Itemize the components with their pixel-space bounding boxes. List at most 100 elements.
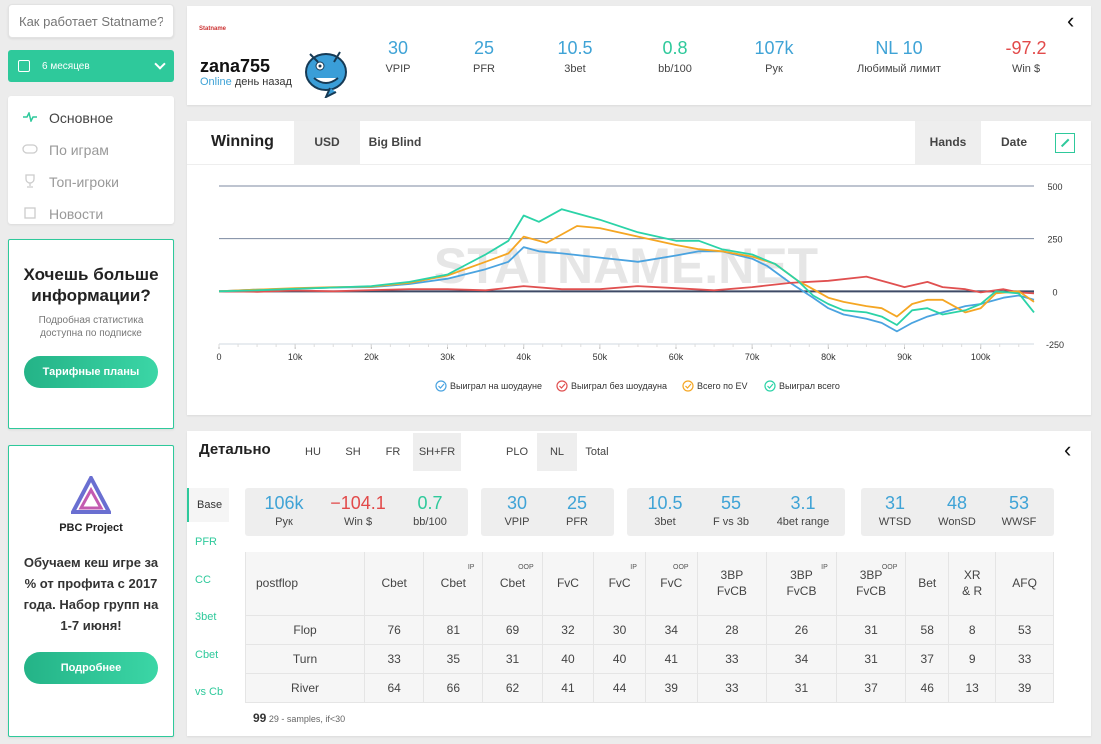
sidebar-item-label: Топ-игроки: [49, 174, 119, 190]
gamepad-icon: [22, 143, 38, 157]
x-tick-label: 70k: [745, 352, 760, 362]
side-tab-vs-cb[interactable]: vs Cb: [195, 686, 224, 698]
table-cell: 40: [593, 643, 646, 674]
stat-hands: 107k Рук: [749, 38, 799, 75]
tab-total[interactable]: Total: [585, 446, 609, 458]
table-cell: 69: [482, 614, 543, 645]
legend-check-icon: [682, 380, 694, 392]
sidebar-item-top-players[interactable]: Топ-игроки: [8, 166, 174, 198]
side-tab-cc[interactable]: CC: [195, 574, 211, 586]
column-header: AFQ: [995, 552, 1054, 616]
x-tick-label: 100k: [971, 352, 991, 362]
legend-check-mark: [438, 383, 445, 389]
tab-hands[interactable]: Hands: [915, 121, 981, 165]
stat-value: NL 10: [875, 38, 923, 58]
side-tab-base[interactable]: Base: [187, 488, 229, 522]
stat-label: Любимый лимит: [857, 63, 941, 75]
column-header: postflop: [244, 552, 366, 616]
collapse-chevron-icon[interactable]: ‹: [1067, 8, 1075, 33]
table-row: Turn 33 35 31 40 40 41 33 34 31 37 9 33: [244, 643, 1054, 674]
tab-hu[interactable]: HU: [305, 446, 321, 458]
search-input[interactable]: [9, 5, 173, 37]
stat-label: 4bet range: [776, 516, 830, 528]
stat-label: PFR: [566, 516, 588, 528]
x-tick-label: 0: [216, 352, 221, 362]
side-tab-3bet[interactable]: 3bet: [195, 611, 217, 623]
tab-sh[interactable]: SH: [345, 446, 361, 458]
table-cell: 35: [423, 643, 484, 674]
sidebar-item-main[interactable]: Основное: [8, 102, 174, 134]
tab-date[interactable]: Date: [1000, 135, 1027, 149]
stat-label: WonSD: [938, 516, 976, 528]
stat-value: -97.2: [1005, 38, 1047, 58]
chevron-down-icon: [154, 58, 166, 70]
tab-sh-fr[interactable]: SH+FR: [413, 433, 461, 471]
news-icon: [22, 206, 38, 222]
series-line-2: [218, 275, 1035, 295]
search-box[interactable]: [8, 4, 174, 38]
details-button[interactable]: Подробнее: [24, 652, 158, 684]
table-cell: 31: [835, 643, 907, 674]
winning-chart-panel: Winning USD Big Blind Hands Date STATNAM…: [187, 121, 1091, 415]
table-cell: 33: [995, 643, 1054, 674]
expand-icon[interactable]: [1055, 133, 1075, 153]
stat-label: WTSD: [878, 516, 912, 528]
y-tick-label: -250: [1046, 340, 1064, 350]
table-cell: 58: [905, 614, 950, 645]
stat-value: 31: [884, 493, 906, 513]
table-cell: 31: [482, 643, 543, 674]
period-label: 6 месяцев: [42, 60, 90, 72]
side-tab-pfr[interactable]: PFR: [195, 536, 217, 548]
period-dropdown[interactable]: 6 месяцев: [8, 50, 174, 82]
table-cell: 8: [948, 614, 997, 645]
stat-value: 10.5: [557, 38, 593, 58]
series-line-4: [218, 208, 1035, 326]
chart-toolbar: Winning USD Big Blind Hands Date: [187, 121, 1091, 165]
pbc-name: PBC Project: [59, 522, 123, 534]
stat-bb100: 0.8 bb/100: [651, 38, 699, 75]
side-tab-cbet[interactable]: Cbet: [195, 649, 219, 661]
stat-wtsd: 31 WTSD: [865, 493, 925, 528]
stat-label: 3bet: [654, 516, 676, 528]
stat-value: 107k: [754, 38, 794, 58]
stat-group-3bet: 10.5 3bet 55 F vs 3b 3.1 4bet range: [627, 488, 845, 536]
legend-label: Выиграл на шоудауне: [450, 381, 542, 391]
collapse-chevron-icon[interactable]: ‹: [1064, 437, 1072, 462]
calendar-icon: [18, 60, 30, 72]
stat-pfr: 25 PFR: [547, 493, 607, 528]
table-cell: 30: [593, 614, 646, 645]
player-name: zana755: [200, 56, 271, 76]
x-tick-label: 90k: [897, 352, 912, 362]
online-label: Online: [200, 76, 232, 88]
y-tick-label: 250: [1047, 235, 1062, 245]
stat-label: bb/100: [413, 516, 447, 528]
table-cell: 39: [995, 672, 1054, 703]
footnote-sample-mark: 99: [253, 711, 267, 725]
sidebar-item-news[interactable]: Новости: [8, 198, 174, 230]
table-cell: 37: [905, 643, 950, 674]
plans-button[interactable]: Тарифные планы: [24, 356, 158, 388]
pulse-icon: [22, 110, 38, 125]
stat-fav-limit: NL 10 Любимый лимит: [849, 38, 949, 75]
tab-big-blind[interactable]: Big Blind: [368, 135, 422, 149]
statname-logo: Statname: [199, 26, 227, 32]
legend-check-icon: [764, 380, 776, 392]
tab-fr[interactable]: FR: [385, 446, 401, 458]
player-status: Online день назад: [200, 76, 292, 88]
column-header: 3BP FvCB: [696, 552, 768, 616]
x-tick-label: 30k: [440, 352, 455, 362]
x-tick-label: 60k: [669, 352, 684, 362]
tab-plo[interactable]: PLO: [505, 446, 528, 458]
table-cell: 64: [364, 672, 425, 703]
tab-nl[interactable]: NL: [537, 433, 577, 471]
legend-check-icon: [435, 380, 447, 392]
sidebar-item-games[interactable]: По играм: [8, 134, 174, 166]
table-cell: 62: [482, 672, 543, 703]
table-cell: 41: [644, 643, 698, 674]
tab-usd[interactable]: USD: [294, 121, 360, 165]
stat-3bet: 10.5 3bet: [555, 38, 595, 75]
column-header: Cbet OOP: [482, 552, 543, 616]
sidebar-nav: Основное По играм Топ-игроки Новости: [8, 96, 174, 224]
x-tick-label: 10k: [288, 352, 303, 362]
position-superscript: OOP: [673, 564, 689, 571]
